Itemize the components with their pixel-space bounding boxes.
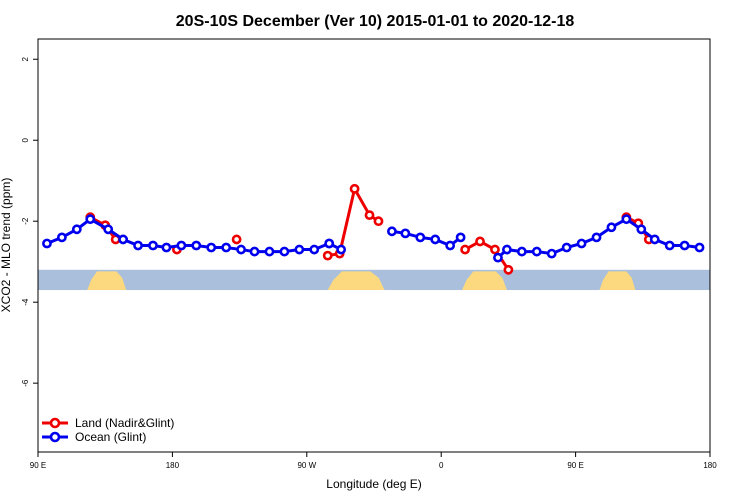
- data-point: [475, 236, 485, 247]
- data-point: [236, 244, 246, 255]
- data-point: [455, 232, 466, 243]
- y-tick-label: 0: [21, 137, 30, 142]
- data-point: [133, 240, 143, 251]
- x-tick-label: 90 E: [567, 461, 583, 470]
- x-tick-label: 0: [439, 461, 444, 470]
- data-point: [324, 238, 335, 249]
- x-axis-label: Longitude (deg E): [326, 477, 421, 491]
- data-point: [85, 214, 96, 225]
- data-point: [249, 246, 260, 257]
- y-tick-label: -2: [21, 217, 30, 225]
- x-tick-label: 180: [166, 461, 180, 470]
- data-point: [649, 234, 660, 245]
- data-point: [445, 240, 456, 251]
- legend-swatch-marker: [49, 417, 61, 429]
- data-point: [176, 240, 187, 251]
- data-point: [546, 248, 557, 259]
- data-point: [516, 246, 527, 257]
- data-point: [309, 244, 320, 255]
- x-tick-label: 90 E: [30, 461, 46, 470]
- data-point: [206, 242, 217, 253]
- data-point: [336, 244, 347, 255]
- data-point: [387, 226, 397, 237]
- series-land: [85, 183, 654, 275]
- data-point: [191, 240, 202, 251]
- data-point: [279, 246, 290, 257]
- data-point: [694, 242, 705, 253]
- data-point: [373, 216, 384, 227]
- data-point: [349, 183, 360, 194]
- legend-label: Ocean (Glint): [75, 430, 146, 444]
- data-point: [664, 240, 675, 251]
- legend-label: Land (Nadir&Glint): [75, 416, 174, 430]
- data-point: [576, 238, 587, 249]
- x-tick-label: 90 W: [297, 461, 316, 470]
- data-point: [118, 234, 129, 245]
- data-point: [621, 214, 632, 225]
- data-point: [636, 224, 647, 235]
- data-point: [71, 224, 82, 235]
- data-point: [231, 234, 242, 245]
- data-point: [503, 264, 514, 275]
- series-line: [46, 217, 330, 254]
- data-point: [322, 250, 333, 261]
- data-point: [415, 232, 426, 243]
- plot-frame: [37, 38, 711, 453]
- land-ocean-mask-band: [38, 269, 710, 291]
- land-region-2: [327, 271, 385, 291]
- land-region-3: [462, 271, 507, 291]
- data-point: [161, 242, 172, 253]
- data-point: [364, 210, 375, 221]
- series-ocean: [42, 214, 705, 263]
- data-point: [430, 234, 441, 245]
- data-point: [490, 244, 500, 255]
- land-region-1: [87, 271, 127, 291]
- y-axis: 2 0 -2 -4 -6: [21, 56, 38, 387]
- data-point: [493, 252, 503, 263]
- data-point: [221, 242, 232, 253]
- legend-swatch-marker: [49, 431, 61, 443]
- y-tick-label: -6: [21, 379, 30, 387]
- data-point: [460, 244, 470, 255]
- data-point: [591, 232, 602, 243]
- data-point: [400, 228, 411, 239]
- y-tick-label: -4: [21, 298, 30, 306]
- y-axis-label: XCO2 - MLO trend (ppm): [0, 178, 13, 313]
- data-point: [42, 238, 52, 249]
- data-point: [148, 240, 158, 251]
- x-tick-label: 180: [703, 461, 717, 470]
- data-point: [294, 244, 305, 255]
- data-point: [56, 232, 67, 243]
- data-point: [531, 246, 542, 257]
- data-point: [561, 242, 572, 253]
- land-region-4: [599, 271, 636, 291]
- x-axis: 90 E 180 90 W 0 90 E 180: [30, 452, 717, 470]
- data-point: [606, 222, 617, 233]
- data-point: [502, 244, 512, 255]
- data-point: [103, 224, 114, 235]
- data-point: [264, 246, 275, 257]
- data-point: [679, 240, 690, 251]
- legend: Land (Nadir&Glint)Ocean (Glint): [42, 416, 174, 444]
- series-layer: [42, 183, 705, 275]
- chart-title: 20S-10S December (Ver 10) 2015-01-01 to …: [176, 13, 575, 30]
- y-tick-label: 2: [21, 56, 30, 61]
